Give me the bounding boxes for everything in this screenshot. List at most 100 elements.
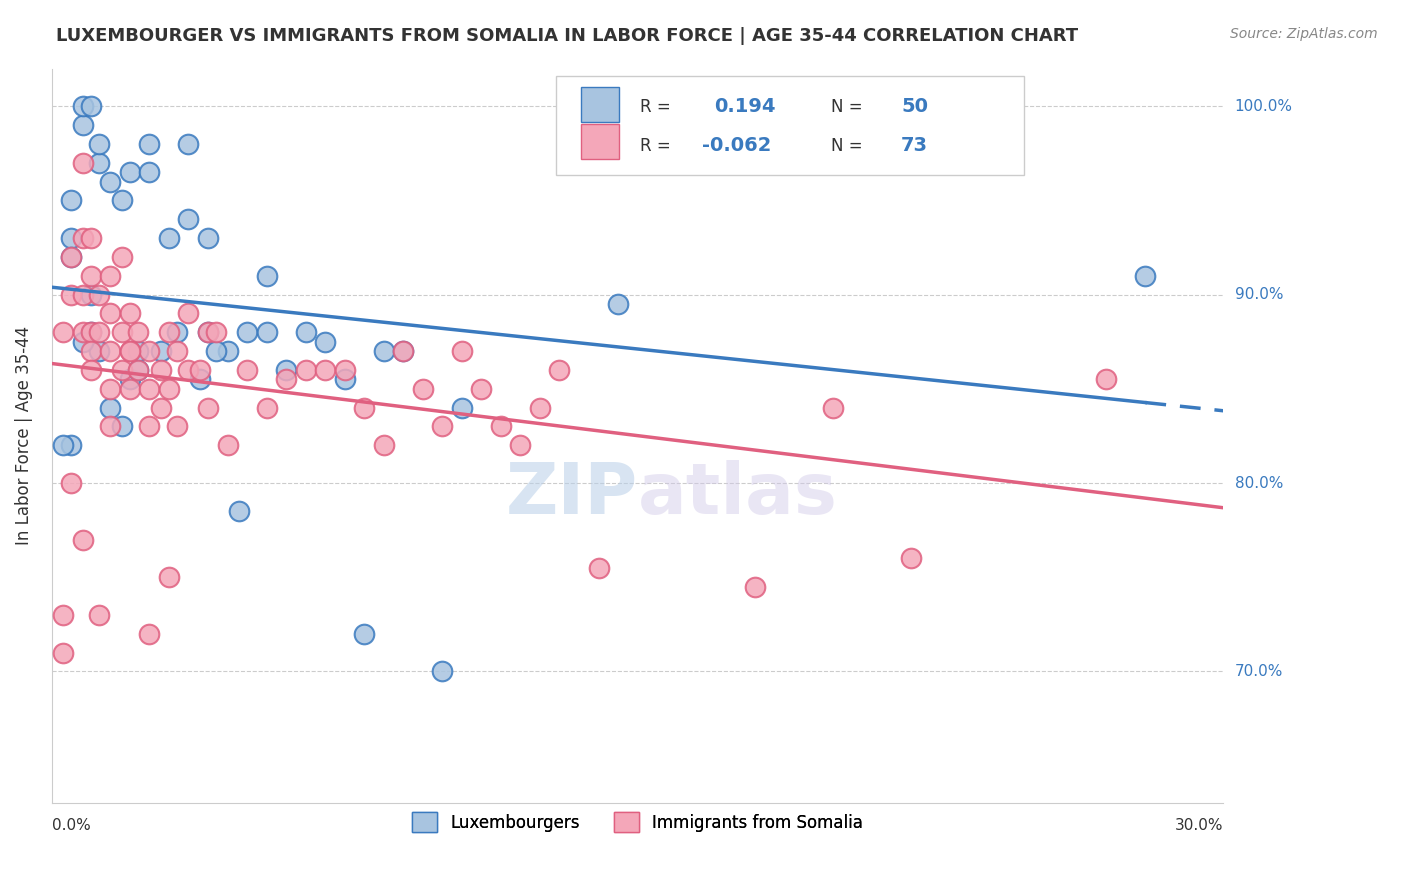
Point xyxy=(98,175,121,189)
Point xyxy=(127,363,149,377)
Point xyxy=(412,382,434,396)
Point xyxy=(138,165,160,179)
Point xyxy=(204,326,226,340)
Text: Source: ZipAtlas.com: Source: ZipAtlas.com xyxy=(1230,27,1378,41)
Point xyxy=(166,344,188,359)
Point xyxy=(111,363,134,377)
Point xyxy=(111,419,134,434)
Point xyxy=(60,438,83,452)
Point xyxy=(197,326,219,340)
Point xyxy=(118,344,141,359)
Point xyxy=(127,363,149,377)
Point xyxy=(217,438,239,452)
Point xyxy=(80,231,103,245)
Text: R =: R = xyxy=(640,98,671,116)
Point xyxy=(87,155,110,169)
Point xyxy=(138,382,160,396)
Point xyxy=(80,287,103,301)
Point xyxy=(98,419,121,434)
Point xyxy=(118,165,141,179)
Point xyxy=(197,401,219,415)
Point xyxy=(60,475,83,490)
Text: 0.0%: 0.0% xyxy=(52,818,90,833)
Point xyxy=(98,401,121,415)
Point xyxy=(529,401,551,415)
Point xyxy=(157,231,180,245)
Text: N =: N = xyxy=(831,136,862,154)
Point xyxy=(432,665,454,679)
Point xyxy=(157,570,180,584)
Point xyxy=(98,382,121,396)
Text: R =: R = xyxy=(640,136,671,154)
Point xyxy=(470,382,492,396)
Text: atlas: atlas xyxy=(637,460,838,529)
Point xyxy=(204,344,226,359)
Text: 80.0%: 80.0% xyxy=(1234,475,1282,491)
Point xyxy=(72,118,94,132)
Point xyxy=(60,231,83,245)
Text: LUXEMBOURGER VS IMMIGRANTS FROM SOMALIA IN LABOR FORCE | AGE 35-44 CORRELATION C: LUXEMBOURGER VS IMMIGRANTS FROM SOMALIA … xyxy=(56,27,1078,45)
Point xyxy=(509,438,531,452)
FancyBboxPatch shape xyxy=(555,76,1025,175)
Point xyxy=(138,626,160,640)
Text: 30.0%: 30.0% xyxy=(1175,818,1223,833)
Point xyxy=(111,326,134,340)
Point xyxy=(98,344,121,359)
Point xyxy=(353,401,375,415)
Point xyxy=(138,136,160,151)
Point xyxy=(127,326,149,340)
Point xyxy=(127,344,149,359)
Point xyxy=(87,344,110,359)
Point xyxy=(52,438,75,452)
Point xyxy=(177,136,200,151)
Text: 0.194: 0.194 xyxy=(714,97,775,116)
Point xyxy=(314,334,336,349)
Point xyxy=(157,326,180,340)
Point xyxy=(72,326,94,340)
Text: N =: N = xyxy=(831,98,862,116)
Point xyxy=(80,363,103,377)
Point xyxy=(52,646,75,660)
Point xyxy=(166,419,188,434)
Point xyxy=(87,607,110,622)
Point xyxy=(588,561,610,575)
Point xyxy=(118,372,141,386)
Point xyxy=(111,250,134,264)
Text: 50: 50 xyxy=(901,97,928,116)
Point xyxy=(98,268,121,283)
Text: -0.062: -0.062 xyxy=(702,136,772,155)
Point xyxy=(197,326,219,340)
Point xyxy=(166,326,188,340)
Point xyxy=(607,297,630,311)
Point xyxy=(236,363,259,377)
Point xyxy=(80,326,103,340)
Point xyxy=(489,419,512,434)
Point xyxy=(52,326,75,340)
Point xyxy=(87,326,110,340)
Point xyxy=(72,99,94,113)
Point xyxy=(118,382,141,396)
Point xyxy=(72,287,94,301)
Text: ZIP: ZIP xyxy=(505,460,637,529)
Point xyxy=(197,231,219,245)
Point xyxy=(900,551,922,566)
Point xyxy=(98,306,121,320)
Point xyxy=(60,250,83,264)
Point xyxy=(294,326,316,340)
Point xyxy=(432,419,454,434)
Point xyxy=(314,363,336,377)
Point xyxy=(256,268,278,283)
Point xyxy=(80,99,103,113)
Point xyxy=(118,344,141,359)
Text: 73: 73 xyxy=(901,136,928,155)
Point xyxy=(87,136,110,151)
Point xyxy=(217,344,239,359)
Point xyxy=(744,580,766,594)
Y-axis label: In Labor Force | Age 35-44: In Labor Force | Age 35-44 xyxy=(15,326,32,546)
Point xyxy=(177,212,200,227)
Bar xyxy=(581,124,619,159)
Point xyxy=(72,231,94,245)
Point xyxy=(450,344,472,359)
Bar xyxy=(581,87,619,122)
Point xyxy=(150,344,173,359)
